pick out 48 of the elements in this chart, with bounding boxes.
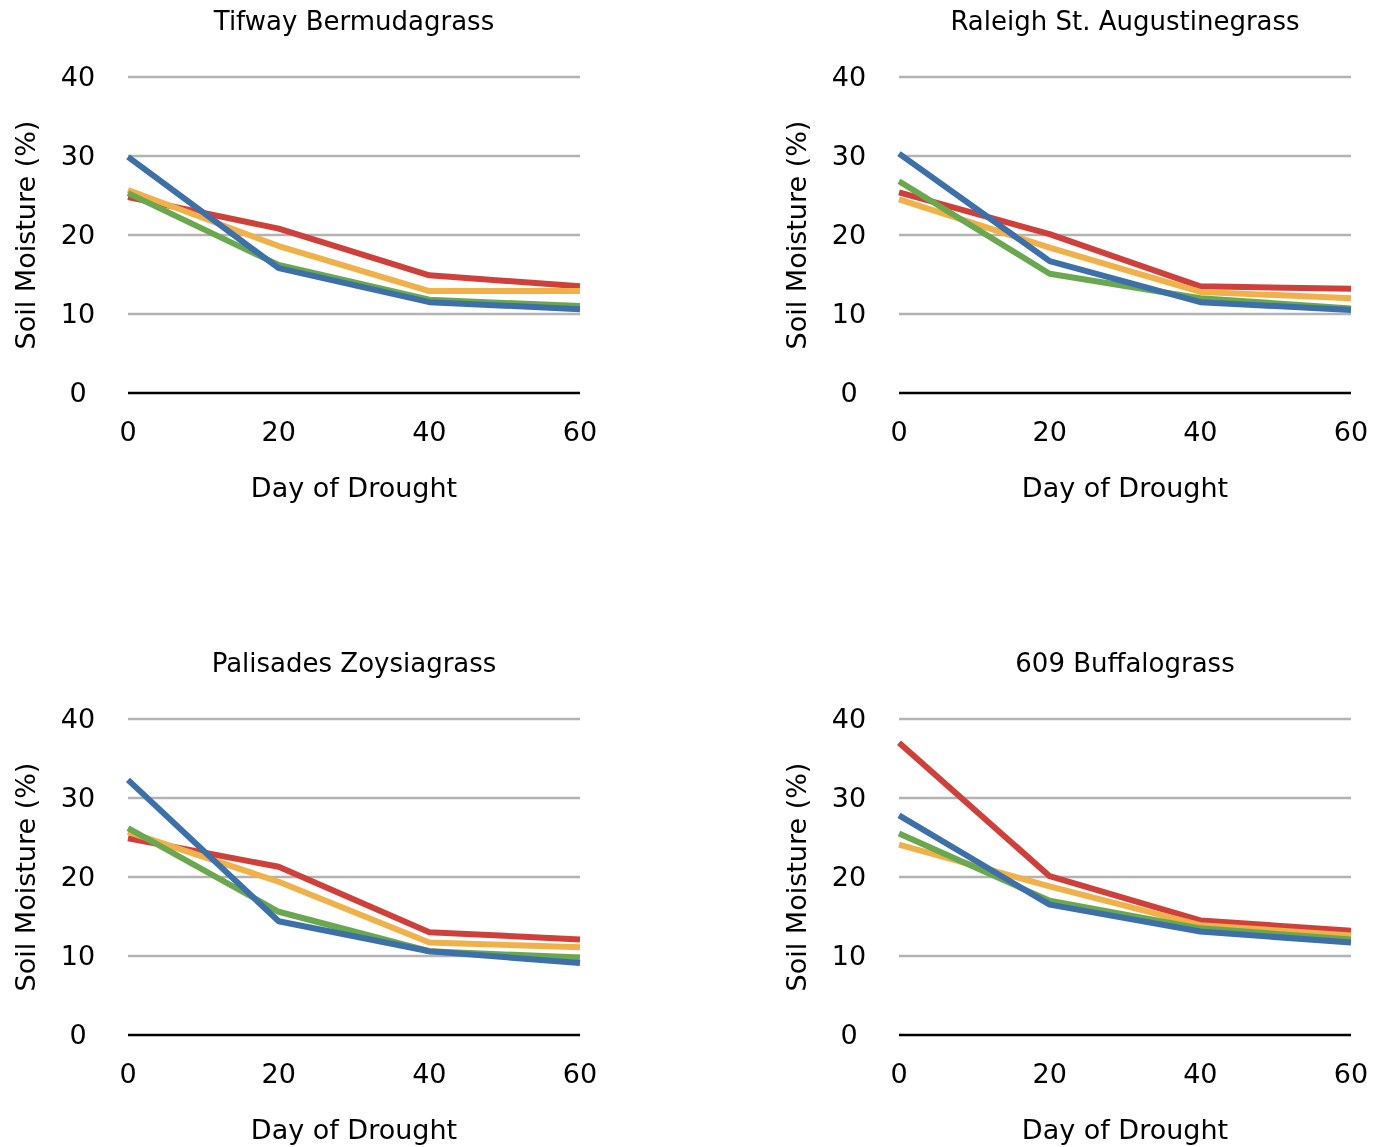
y-tick-label: 10 [831, 298, 867, 330]
x-tick-label: 60 [562, 416, 598, 447]
chart-title: Palisades Zoysiagrass [211, 648, 497, 678]
y-tick-label: 0 [840, 1019, 858, 1051]
y-tick-label: 0 [69, 1019, 87, 1051]
y-tick-label: 40 [831, 703, 867, 735]
y-axis-title: Soil Moisture (%) [10, 762, 41, 992]
x-tick-label: 0 [890, 1058, 908, 1089]
x-tick-label: 40 [412, 416, 447, 447]
y-tick-label: 40 [831, 61, 867, 93]
chart-title: Tifway Bermudagrass [212, 6, 495, 36]
y-tick-label: 40 [60, 703, 96, 735]
y-tick-label: 10 [60, 940, 96, 972]
x-tick-label: 20 [261, 416, 296, 447]
y-axis-title: Soil Moisture (%) [781, 762, 812, 992]
y-tick-label: 20 [831, 861, 867, 893]
y-tick-label: 20 [60, 219, 96, 251]
x-axis-title: Day of Drought [1021, 1114, 1229, 1145]
y-tick-label: 0 [840, 377, 858, 409]
y-axis-title: Soil Moisture (%) [10, 120, 41, 350]
y-tick-label: 10 [60, 298, 96, 330]
y-tick-label: 0 [69, 377, 87, 409]
y-tick-label: 20 [831, 219, 867, 251]
y-axis-title: Soil Moisture (%) [781, 120, 812, 350]
x-tick-label: 40 [412, 1058, 447, 1089]
x-axis-title: Day of Drought [1021, 472, 1229, 503]
x-tick-label: 0 [890, 416, 908, 447]
y-tick-label: 20 [60, 861, 96, 893]
x-tick-label: 20 [1032, 1058, 1067, 1089]
x-tick-label: 0 [119, 416, 137, 447]
chart-title: 609 Buffalograss [1015, 648, 1235, 678]
x-tick-label: 20 [1032, 416, 1067, 447]
x-tick-label: 60 [562, 1058, 598, 1089]
x-tick-label: 60 [1333, 416, 1369, 447]
y-tick-label: 40 [60, 61, 96, 93]
x-tick-label: 40 [1183, 416, 1218, 447]
y-tick-label: 30 [60, 140, 96, 172]
y-tick-label: 10 [831, 940, 867, 972]
x-tick-label: 40 [1183, 1058, 1218, 1089]
x-axis-title: Day of Drought [250, 1114, 458, 1145]
y-tick-label: 30 [60, 782, 96, 814]
chart-title: Raleigh St. Augustinegrass [950, 6, 1300, 36]
x-tick-label: 0 [119, 1058, 137, 1089]
y-tick-label: 30 [831, 782, 867, 814]
x-tick-label: 20 [261, 1058, 296, 1089]
x-tick-label: 60 [1333, 1058, 1369, 1089]
x-axis-title: Day of Drought [250, 472, 458, 503]
y-tick-label: 30 [831, 140, 867, 172]
